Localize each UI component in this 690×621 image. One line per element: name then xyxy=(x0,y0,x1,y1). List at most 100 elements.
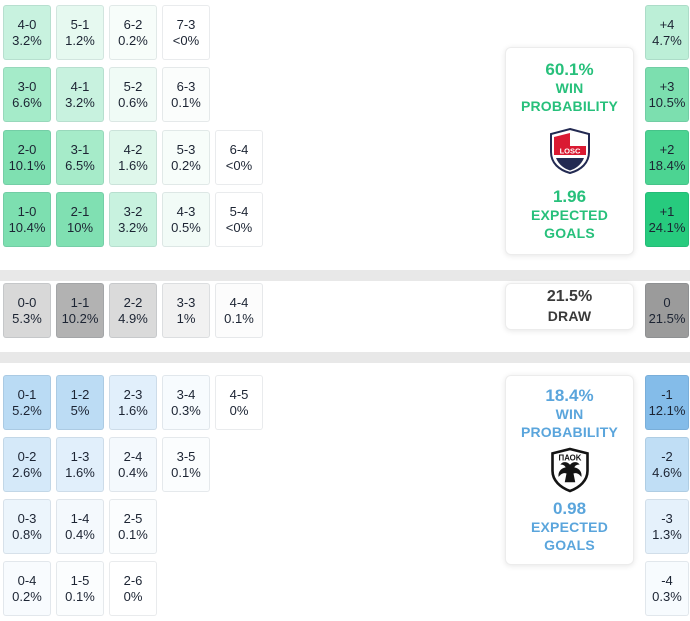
score-cell-3-4: 3-4 0.3% xyxy=(162,375,210,430)
cell-probability-label: 1.6% xyxy=(65,465,95,480)
away-win-probability-label: WIN PROBABILITY xyxy=(520,406,619,440)
score-cell-4-5: 4-5 0% xyxy=(215,375,263,430)
cell-score-label: 2-6 xyxy=(123,573,143,588)
cell-score-label: 4-4 xyxy=(229,295,249,310)
cell-probability-label: 0.6% xyxy=(118,95,148,110)
cell-probability-label: 2.6% xyxy=(12,465,42,480)
cell-score-label: -1 xyxy=(661,387,673,402)
cell-probability-label: 0.1% xyxy=(118,527,148,542)
goal-diff-cell--2: -2 4.6% xyxy=(645,437,689,492)
section-divider-top xyxy=(0,270,690,281)
score-cell-2-2: 2-2 4.9% xyxy=(109,283,157,338)
goal-diff-cell--3: -3 1.3% xyxy=(645,499,689,554)
score-cell-1-3: 1-3 1.6% xyxy=(56,437,104,492)
cell-probability-label: 0% xyxy=(123,589,143,604)
score-cell-3-1: 3-1 6.5% xyxy=(56,130,104,185)
cell-probability-label: 3.2% xyxy=(12,33,42,48)
score-cell-0-0: 0-0 5.3% xyxy=(3,283,51,338)
cell-score-label: 2-2 xyxy=(123,295,143,310)
cell-score-label: +3 xyxy=(659,79,675,94)
cell-probability-label: 3.2% xyxy=(65,95,95,110)
cell-probability-label: 24.1% xyxy=(648,220,686,235)
cell-score-label: 2-5 xyxy=(123,511,143,526)
home-expected-goals-value: 1.96 xyxy=(552,187,587,206)
cell-score-label: 1-4 xyxy=(70,511,90,526)
cell-score-label: 3-5 xyxy=(176,449,196,464)
cell-score-label: 4-0 xyxy=(17,17,37,32)
cell-score-label: 0-2 xyxy=(17,449,37,464)
score-cell-2-0: 2-0 10.1% xyxy=(3,130,51,185)
cell-probability-label: 0.1% xyxy=(171,465,201,480)
cell-probability-label: 4.7% xyxy=(652,33,682,48)
cell-score-label: 2-4 xyxy=(123,449,143,464)
score-cell-4-2: 4-2 1.6% xyxy=(109,130,157,185)
away-expected-goals-label: EXPECTED GOALS xyxy=(530,519,609,553)
cell-score-label: 4-3 xyxy=(176,204,196,219)
cell-score-label: 7-3 xyxy=(176,17,196,32)
score-cell-3-0: 3-0 6.6% xyxy=(3,67,51,122)
cell-score-label: 6-4 xyxy=(229,142,249,157)
paok-crest-icon: ΠΑΟΚ xyxy=(549,447,591,493)
score-cell-5-4: 5-4 <0% xyxy=(215,192,263,247)
cell-score-label: 4-2 xyxy=(123,142,143,157)
cell-probability-label: 0.1% xyxy=(65,589,95,604)
home-win-probability-label: WIN PROBABILITY xyxy=(520,80,619,114)
score-cell-2-6: 2-6 0% xyxy=(109,561,157,616)
away-win-probability-value: 18.4% xyxy=(545,386,594,405)
cell-probability-label: 6.6% xyxy=(12,95,42,110)
cell-score-label: 4-1 xyxy=(70,79,90,94)
cell-probability-label: 0.2% xyxy=(171,158,201,173)
cell-probability-label: 0.1% xyxy=(171,95,201,110)
cell-probability-label: 10.2% xyxy=(61,311,99,326)
goal-diff-cell-0: 0 21.5% xyxy=(645,283,689,338)
away-expected-goals-value: 0.98 xyxy=(552,499,587,518)
cell-probability-label: 0.3% xyxy=(171,403,201,418)
score-cell-5-2: 5-2 0.6% xyxy=(109,67,157,122)
cell-probability-label: 12.1% xyxy=(648,403,686,418)
cell-score-label: 1-3 xyxy=(70,449,90,464)
cell-score-label: -4 xyxy=(661,573,673,588)
score-cell-4-0: 4-0 3.2% xyxy=(3,5,51,60)
cell-score-label: 3-0 xyxy=(17,79,37,94)
cell-probability-label: 21.5% xyxy=(648,311,686,326)
cell-score-label: 5-1 xyxy=(70,17,90,32)
cell-score-label: 5-3 xyxy=(176,142,196,157)
cell-score-label: +2 xyxy=(659,142,675,157)
cell-score-label: 3-2 xyxy=(123,204,143,219)
draw-label: DRAW xyxy=(547,307,592,324)
cell-score-label: 5-4 xyxy=(229,204,249,219)
score-cell-3-5: 3-5 0.1% xyxy=(162,437,210,492)
cell-score-label: 3-4 xyxy=(176,387,196,402)
cell-probability-label: 1% xyxy=(176,311,196,326)
cell-probability-label: 10.1% xyxy=(8,158,46,173)
cell-score-label: 2-0 xyxy=(17,142,37,157)
home-expected-goals-label: EXPECTED GOALS xyxy=(530,207,609,241)
score-cell-6-2: 6-2 0.2% xyxy=(109,5,157,60)
cell-score-label: 2-3 xyxy=(123,387,143,402)
score-cell-6-4: 6-4 <0% xyxy=(215,130,263,185)
score-cell-3-3: 3-3 1% xyxy=(162,283,210,338)
score-cell-6-3: 6-3 0.1% xyxy=(162,67,210,122)
score-cell-3-2: 3-2 3.2% xyxy=(109,192,157,247)
cell-probability-label: 0.1% xyxy=(224,311,254,326)
cell-score-label: 6-3 xyxy=(176,79,196,94)
score-cell-1-4: 1-4 0.4% xyxy=(56,499,104,554)
home-win-panel: 60.1% WIN PROBABILITY LOSC 1.96 EXPECTED… xyxy=(505,47,634,255)
cell-score-label: 0-3 xyxy=(17,511,37,526)
score-cell-1-0: 1-0 10.4% xyxy=(3,192,51,247)
score-cell-2-3: 2-3 1.6% xyxy=(109,375,157,430)
cell-score-label: 0-4 xyxy=(17,573,37,588)
cell-score-label: 0-1 xyxy=(17,387,37,402)
cell-probability-label: 5.3% xyxy=(12,311,42,326)
cell-probability-label: 0.3% xyxy=(652,589,682,604)
cell-probability-label: 0.2% xyxy=(12,589,42,604)
goal-diff-cell-+1: +1 24.1% xyxy=(645,192,689,247)
goal-diff-cell-+3: +3 10.5% xyxy=(645,67,689,122)
cell-probability-label: 0.4% xyxy=(65,527,95,542)
cell-probability-label: 0.4% xyxy=(118,465,148,480)
score-cell-1-5: 1-5 0.1% xyxy=(56,561,104,616)
cell-probability-label: <0% xyxy=(172,33,200,48)
cell-probability-label: 6.5% xyxy=(65,158,95,173)
score-cell-0-3: 0-3 0.8% xyxy=(3,499,51,554)
